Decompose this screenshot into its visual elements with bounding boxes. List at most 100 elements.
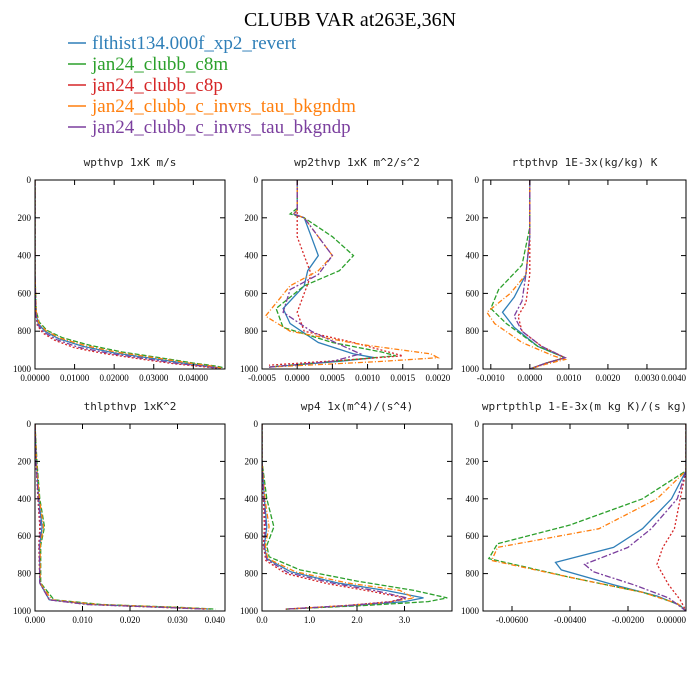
panel-1-series-1-line — [35, 180, 222, 369]
panel-4-ytick-label-3: 400 — [18, 494, 32, 504]
panel-3-ytick-label-1: 0 — [475, 175, 480, 185]
panel-2-xtick-label-3: 0.0005 — [320, 373, 345, 383]
panel-3: rtpthvp 1E-3x(kg/kg) K 0 200 400 600 800 1000-… — [461, 156, 687, 383]
panel-1-ytick-label-1: 0 — [27, 175, 32, 185]
panel-4-xtick-label-3: 0.020 — [120, 615, 141, 625]
panel-6-series-2-line — [487, 424, 686, 611]
panel-1-series-5-line — [35, 180, 218, 369]
panel-2-xtick-label-4: 0.0010 — [355, 373, 380, 383]
panel-2-series — [264, 180, 441, 368]
panel-5-series-5-line — [262, 424, 408, 610]
panel-2-xtick-label-6: 0.0020 — [426, 373, 451, 383]
panel-1-ytick-label-5: 800 — [18, 326, 32, 336]
panel-1-xtick-label-2: 0.01000 — [60, 373, 90, 383]
panel-5-title: wp4 1x(m^4)/(s^4) — [301, 400, 414, 413]
panel-3-title: rtpthvp 1E-3x(kg/kg) K — [512, 156, 658, 169]
panel-6-ytick-label-5: 800 — [466, 569, 480, 579]
panel-3-series — [486, 180, 568, 369]
panel-4-xtick-label-1: 0.000 — [25, 615, 46, 625]
panel-2-frame — [261, 179, 453, 370]
panel-2-xtick-label-5: 0.0015 — [390, 373, 415, 383]
legend-entry-2: jan24_clubb_c8m — [68, 54, 228, 75]
panel-4-ytick-label-4: 600 — [18, 531, 32, 541]
panel-5-ytick-label-3: 400 — [245, 494, 259, 504]
panel-3-ytick-label-2: 200 — [466, 213, 480, 223]
panel-6-series-5-line — [583, 424, 686, 611]
panel-2-series-2-line — [268, 180, 396, 368]
panel-2-xtick-label-2: 0.0000 — [285, 373, 310, 383]
panel-3-ytick-label-4: 600 — [466, 288, 480, 298]
panel-6-ytick-label-1: 0 — [475, 419, 480, 429]
panel-4-xtick-label-2: 0.010 — [72, 615, 93, 625]
panel-2-ytick-label-4: 600 — [245, 288, 259, 298]
panel-1-series-4-line — [35, 180, 222, 369]
panel-6-ytick-label-3: 400 — [466, 494, 480, 504]
panel-5-frame — [261, 423, 453, 612]
panel-5-series — [262, 424, 448, 610]
panel-5-xtick-label-4: 3.0 — [399, 615, 411, 625]
legend-label-4: jan24_clubb_c_invrs_tau_bkgndm — [91, 96, 356, 117]
panel-3-xtick-label-6: 0.0040 — [661, 373, 686, 383]
panel-3-ytick-label-3: 400 — [466, 251, 480, 261]
panel-2-series-5-line — [268, 180, 363, 368]
panel-2-xtick-label-1: -0.0005 — [248, 373, 276, 383]
panel-6-series-4-line — [490, 424, 686, 611]
panel-2: wp2thvp 1xK m^2/s^2 0 200 400 600 800 1000-0.0… — [240, 156, 453, 383]
panel-2-ytick-label-3: 400 — [245, 251, 259, 261]
panel-6-xtick-label-3: -0.00200 — [612, 615, 645, 625]
legend-label-5: jan24_clubb_c_invrs_tau_bkgndp — [91, 117, 351, 138]
panel-1-xtick-label-5: 0.04000 — [179, 373, 209, 383]
panel-4-frame — [34, 423, 226, 612]
panel-6-ytick-label-4: 600 — [466, 531, 480, 541]
panel-4-title: thlpthvp 1xK^2 — [84, 400, 177, 413]
legend-entry-1: flthist134.000f_xp2_revert — [68, 33, 297, 54]
panel-1-series-2-line — [35, 180, 225, 369]
panel-5-series-4-line — [262, 424, 417, 610]
panel-3-xtick-label-4: 0.0020 — [596, 373, 621, 383]
panel-4-ytick-label-1: 0 — [27, 419, 32, 429]
panel-3-series-2-line — [490, 180, 567, 369]
panel-5-ytick-label-1: 0 — [254, 419, 259, 429]
panel-4-series-4-line — [35, 424, 211, 610]
panel-3-series-3-line — [517, 180, 567, 369]
panel-5-ytick-label-2: 200 — [245, 456, 259, 466]
panel-6-xtick-label-2: -0.00400 — [554, 615, 587, 625]
panel-2-ytick-label-2: 200 — [245, 213, 259, 223]
legend-label-2: jan24_clubb_c8m — [91, 54, 228, 75]
panel-4-xtick-label-5: 0.040 — [205, 615, 226, 625]
panel-3-ytick-label-6: 1000 — [461, 364, 480, 374]
panel-5-ytick-label-6: 1000 — [240, 606, 259, 616]
panel-3-frame — [482, 179, 687, 370]
panel-4-ytick-label-2: 200 — [18, 456, 32, 466]
panel-1-ytick-label-6: 1000 — [13, 364, 32, 374]
panel-3-xtick-label-5: 0.0030 — [635, 373, 660, 383]
panel-4-series-3-line — [35, 424, 207, 610]
panel-3-xtick-label-1: -0.0010 — [477, 373, 505, 383]
panel-4-series-1-line — [35, 424, 211, 610]
panel-1-ytick-label-2: 200 — [18, 213, 32, 223]
legend-label-1: flthist134.000f_xp2_revert — [92, 33, 297, 54]
panel-2-series-4-line — [264, 180, 441, 368]
panel-2-ytick-label-5: 800 — [245, 326, 259, 336]
panel-1-title: wpthvp 1xK m/s — [84, 156, 177, 169]
panel-5-ytick-label-5: 800 — [245, 569, 259, 579]
panel-1-frame — [34, 179, 226, 370]
panel-4-ytick-label-5: 800 — [18, 569, 32, 579]
panel-6-ytick-label-2: 200 — [466, 456, 480, 466]
panel-6-title: wprtpthlp 1-E-3x(m kg K)/(s kg) — [482, 400, 687, 413]
panel-2-ytick-label-1: 0 — [254, 175, 259, 185]
legend-label-3: jan24_clubb_c8p — [91, 75, 223, 96]
panel-2-title: wp2thvp 1xK m^2/s^2 — [294, 156, 420, 169]
panel-2-series-3-line — [268, 180, 403, 366]
panel-6: wprtpthlp 1-E-3x(m kg K)/(s kg)0 200 400 60… — [461, 400, 687, 625]
legend-entry-5: jan24_clubb_c_invrs_tau_bkgndp — [68, 117, 351, 138]
legend-entry-3: jan24_clubb_c8p — [68, 75, 223, 96]
panel-4-xtick-label-4: 0.030 — [167, 615, 188, 625]
panel-1-xtick-label-3: 0.02000 — [100, 373, 130, 383]
panel-6-ytick-label-6: 1000 — [461, 606, 480, 616]
